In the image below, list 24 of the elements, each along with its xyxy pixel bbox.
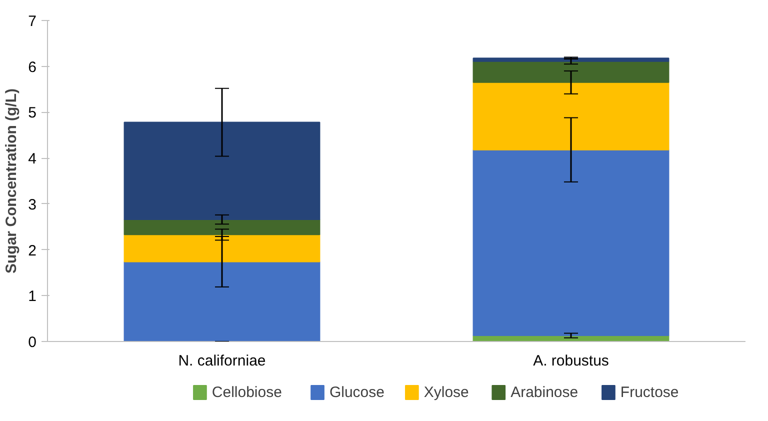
x-tick-label: N. californiae	[178, 352, 266, 370]
y-tick-label: 4	[28, 150, 36, 168]
bar	[124, 234, 320, 262]
y-tick-label: 5	[28, 104, 36, 122]
y-tick-label: 7	[28, 13, 36, 30]
bar	[472, 149, 670, 336]
legend-label: Xylose	[424, 384, 469, 401]
legend-label: Fructose	[620, 384, 679, 401]
legend-label: Glucose	[329, 384, 384, 401]
y-tick-label: 0	[28, 334, 36, 351]
legend-label: Cellobiose	[212, 384, 282, 401]
bar	[124, 219, 320, 236]
legend-label: Arabinose	[510, 384, 578, 401]
bar	[124, 261, 320, 342]
x-tick-label: A. robustus	[533, 352, 609, 370]
y-tick-label: 1	[28, 288, 36, 306]
y-axis-title: Sugar Concentration (g/L)	[3, 88, 20, 274]
bar	[472, 60, 670, 83]
y-tick-label: 2	[28, 242, 36, 260]
bar	[472, 82, 670, 150]
y-tick-label: 6	[28, 58, 36, 76]
y-tick-label: 3	[28, 196, 36, 214]
bar	[472, 58, 670, 62]
bar	[124, 122, 320, 220]
